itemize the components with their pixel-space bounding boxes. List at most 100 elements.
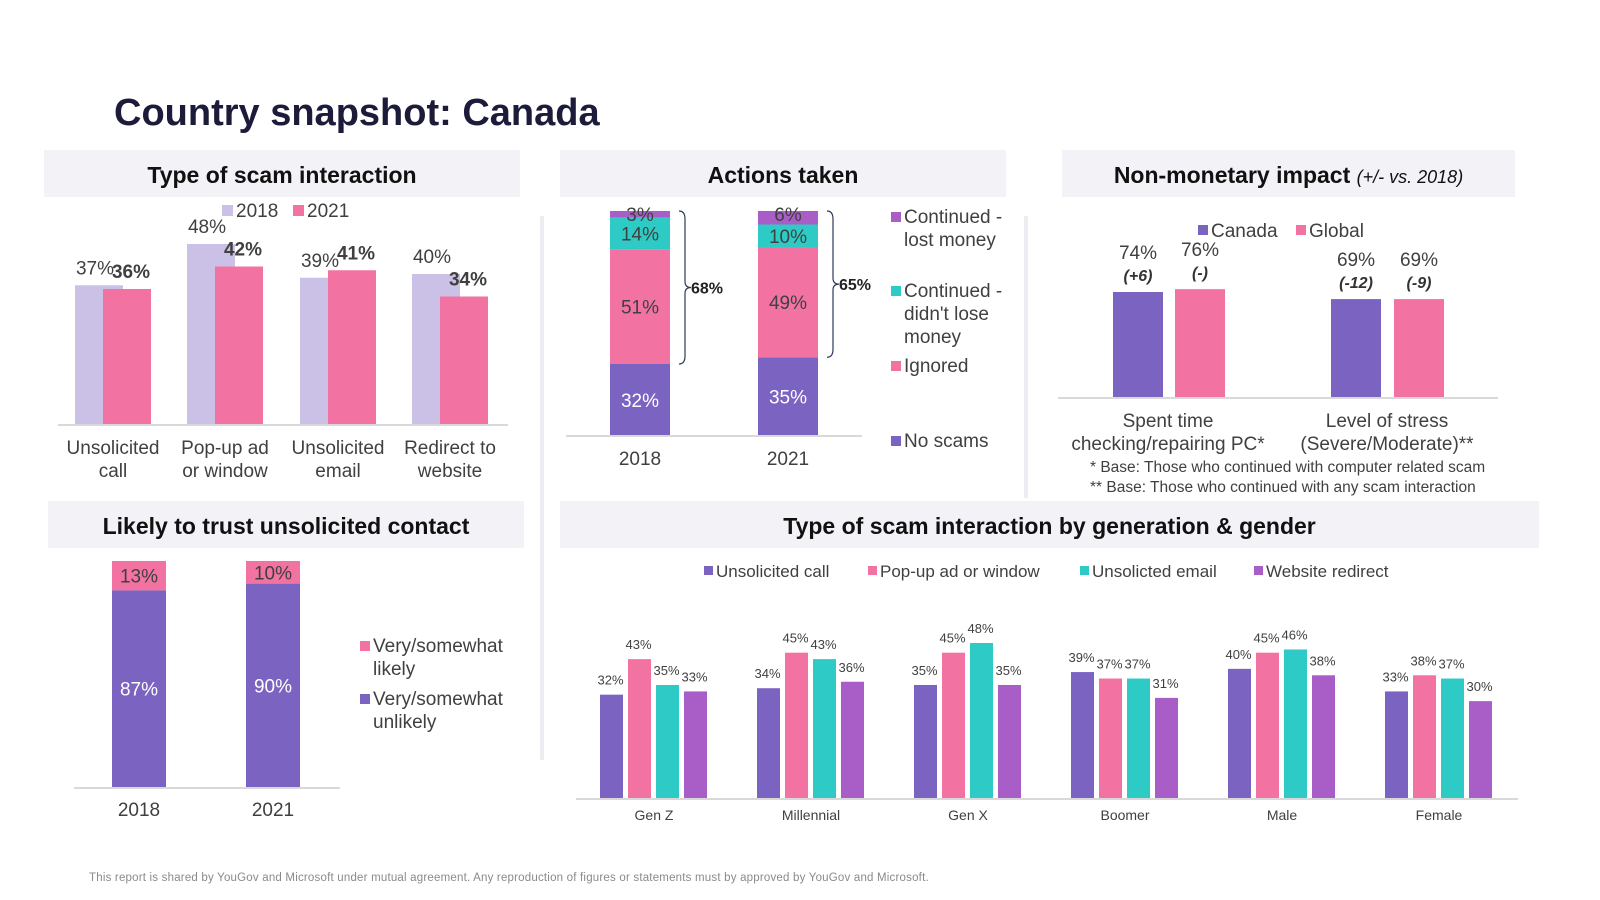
bar-unsolicted-email xyxy=(813,659,836,798)
data-label: 14% xyxy=(621,225,659,246)
data-label: 69% xyxy=(1400,250,1438,271)
legend-label: likely xyxy=(373,659,416,680)
legend-label: 2018 xyxy=(236,201,278,222)
legend-label: Canada xyxy=(1211,221,1278,242)
legend-label: Pop-up ad or window xyxy=(880,562,1040,581)
data-label: 31% xyxy=(1152,676,1178,691)
data-label: 51% xyxy=(621,298,659,319)
stacked-segment xyxy=(758,357,818,436)
legend-label: No scams xyxy=(904,431,988,452)
stacked-segment xyxy=(610,211,670,218)
stacked-segment xyxy=(758,211,818,225)
bar-2021 xyxy=(103,289,151,424)
category-label: Gen Z xyxy=(635,807,674,823)
data-label: 90% xyxy=(254,676,292,697)
category-label: Millennial xyxy=(782,807,840,823)
data-label: 35% xyxy=(995,663,1021,678)
legend-swatch xyxy=(222,205,233,216)
bar-unsolicted-email xyxy=(970,643,993,798)
panel-divider xyxy=(1024,216,1028,498)
chart-title: Actions taken xyxy=(707,162,859,188)
data-label: 69% xyxy=(1337,250,1375,271)
bar-2021 xyxy=(328,270,376,424)
data-label: 10% xyxy=(254,563,292,584)
chart-title: Likely to trust unsolicited contact xyxy=(102,513,470,539)
stacked-segment xyxy=(758,224,818,247)
change-label: (-12) xyxy=(1339,275,1373,292)
data-label: 45% xyxy=(1253,631,1279,646)
bar-pop-up-ad-or-window xyxy=(1413,675,1436,798)
legend-label: Website redirect xyxy=(1266,562,1389,581)
stacked-segment xyxy=(112,590,166,787)
bar-unsolicited-call xyxy=(1071,672,1094,798)
panel-header-actions-taken: Actions taken xyxy=(560,150,1006,197)
data-label: 39% xyxy=(1068,650,1094,665)
bar-canada xyxy=(1113,292,1163,397)
data-label: 48% xyxy=(188,217,226,238)
data-label: 46% xyxy=(1281,627,1307,642)
data-label: 35% xyxy=(769,388,807,409)
bar-website-redirect xyxy=(1469,701,1492,798)
bar-pop-up-ad-or-window xyxy=(628,659,651,798)
footnote: * Base: Those who continued with compute… xyxy=(1090,459,1485,476)
category-label: 2021 xyxy=(252,800,294,821)
category-label: (Severe/Moderate)** xyxy=(1300,434,1474,455)
data-label: 35% xyxy=(653,663,679,678)
legend-label: didn't lose xyxy=(904,304,989,325)
bar-unsolicited-call xyxy=(1385,691,1408,798)
data-label: 37% xyxy=(1438,657,1464,672)
data-label: 13% xyxy=(120,567,158,588)
stacked-segment xyxy=(246,583,300,787)
category-label: Spent time xyxy=(1123,411,1214,432)
data-label: 34% xyxy=(449,270,487,291)
legend-swatch xyxy=(360,694,370,704)
category-label: Gen X xyxy=(948,807,988,823)
stacked-segment xyxy=(758,247,818,358)
data-label: 42% xyxy=(224,240,262,261)
stacked-segment xyxy=(112,561,166,591)
data-label: 76% xyxy=(1181,240,1219,261)
bar-pop-up-ad-or-window xyxy=(1099,678,1122,798)
data-label: 37% xyxy=(1096,657,1122,672)
legend-label: Unsolicited call xyxy=(716,562,829,581)
data-label: 48% xyxy=(967,621,993,636)
data-label: 45% xyxy=(782,631,808,646)
category-label: Male xyxy=(1267,807,1298,823)
legend-swatch xyxy=(891,361,901,371)
legend-label: Continued - xyxy=(904,207,1002,228)
bar-website-redirect xyxy=(1312,675,1335,798)
chart-title: Type of scam interaction by generation &… xyxy=(783,513,1316,539)
data-label: 10% xyxy=(769,227,807,248)
data-label: 43% xyxy=(810,637,836,652)
category-label: 2021 xyxy=(767,449,809,470)
category-label: Unsolicited xyxy=(292,438,385,459)
data-label: 30% xyxy=(1466,679,1492,694)
legend-swatch xyxy=(1080,566,1089,575)
data-label: 35% xyxy=(911,663,937,678)
data-label: 33% xyxy=(1382,669,1408,684)
data-label: 3% xyxy=(626,205,654,226)
category-label: or window xyxy=(182,461,268,482)
stacked-segment xyxy=(610,249,670,364)
bar-unsolicted-email xyxy=(656,684,679,798)
category-label: email xyxy=(315,461,360,482)
category-label: Boomer xyxy=(1100,807,1149,823)
data-label: 6% xyxy=(774,205,802,226)
footer-disclaimer: This report is shared by YouGov and Micr… xyxy=(89,872,929,884)
legend-swatch xyxy=(868,566,877,575)
footnote: ** Base: Those who continued with any sc… xyxy=(1090,479,1476,496)
category-label: Pop-up ad xyxy=(181,438,269,459)
panel-header-by-generation: Type of scam interaction by generation &… xyxy=(560,501,1539,548)
legend-swatch xyxy=(293,205,304,216)
bracket xyxy=(826,210,840,358)
legend-label: Continued - xyxy=(904,281,1002,302)
category-label: call xyxy=(99,461,128,482)
panel-header-type-of-scam: Type of scam interaction xyxy=(44,150,520,197)
legend-swatch xyxy=(1254,566,1263,575)
bar-unsolicited-call xyxy=(1228,668,1251,798)
data-label: 34% xyxy=(754,666,780,681)
bar-unsolicited-call xyxy=(600,694,623,798)
stacked-segment xyxy=(610,364,670,436)
bar-unsolicited-call xyxy=(914,684,937,798)
